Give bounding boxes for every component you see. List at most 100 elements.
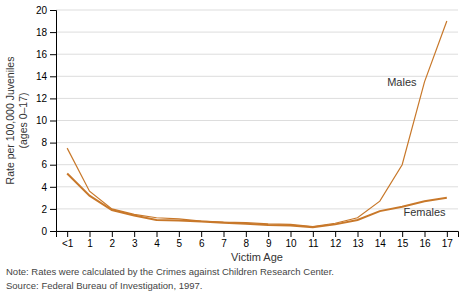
x-tick-mark [201,231,202,237]
y-tick: 10 [36,115,56,126]
note: Note: Rates were calculated by the Crime… [6,266,334,277]
x-tick: 2 [110,231,116,249]
x-tick: 16 [419,231,431,249]
x-tick-label: 14 [375,238,387,249]
y-tick-label: 14 [36,71,48,82]
y-tick-mark [50,121,56,122]
x-tick: 10 [285,231,297,249]
line-label: Males [387,76,417,88]
x-tick: 15 [397,231,409,249]
x-tick-label: 17 [442,238,454,249]
grid-line [56,54,458,55]
y-tick: 12 [36,93,56,104]
x-tick-label: 9 [266,238,272,249]
x-tick-label: 11 [308,238,319,249]
y-tick-mark [50,209,56,210]
y-tick: 0 [41,226,56,237]
y-tick: 2 [41,204,56,215]
x-tick-label: <1 [62,238,74,249]
x-tick-label: 13 [352,238,364,249]
x-tick: 3 [132,231,138,249]
grid-line [56,164,458,165]
y-tick-mark [50,54,56,55]
plot: <112345678910111213141516170246810121416… [36,5,459,249]
series-line [67,21,447,227]
x-tick-mark [380,231,381,237]
x-tick-label: 1 [87,238,93,249]
x-tick-label: 2 [110,238,116,249]
x-tick-mark [224,231,225,237]
x-tick-label: 6 [199,238,205,249]
y-tick: 16 [36,49,56,60]
grid-line [56,186,458,187]
y-tick: 4 [41,182,56,193]
y-tick-mark [50,165,56,166]
grid [56,10,458,231]
y-tick: 20 [36,5,56,16]
y-tick-label: 10 [36,115,48,126]
x-tick-label: 10 [285,238,297,249]
y-tick: 6 [41,159,56,170]
y-tick-mark [50,10,56,11]
x-tick-mark [268,231,269,237]
x-tick-label: 12 [330,238,342,249]
y-axis: 0 2 4 6 8 10 12 14 16 18 20 [36,5,57,237]
y-tick: 18 [36,27,56,38]
x-tick: 17 [442,231,454,249]
note: Source: Federal Bureau of Investigation,… [6,280,202,291]
x-tick: 14 [375,231,387,249]
y-tick-mark [50,98,56,99]
y-tick-mark [50,187,56,188]
x-tick-label: 3 [132,238,138,249]
x-tick: 7 [221,231,227,249]
y-tick-mark [50,76,56,77]
grid-line [56,32,458,33]
y-axis-title: Rate per 100,000 Juveniles(ages 0–17) [4,57,29,185]
x-tick: 12 [330,231,342,249]
x-tick-mark [402,231,403,237]
x-tick-mark [246,231,247,237]
x-tick: 9 [266,231,272,249]
x-tick: <1 [62,231,74,249]
y-tick-label: 18 [36,27,48,38]
y-tick: 8 [41,137,56,148]
x-tick-mark [157,231,158,237]
x-tick-label: 16 [419,238,431,249]
x-tick-mark [335,231,336,237]
x-tick-label: 5 [177,238,183,249]
x-tick-label: 7 [221,238,227,249]
grid-line [56,142,458,143]
lines [67,21,447,227]
x-tick-label: 15 [397,238,409,249]
grid-line [56,120,458,121]
x-tick-mark [179,231,180,237]
line-labels: Males Females [387,76,446,218]
y-tick-mark [50,231,56,232]
y-axis-line [50,11,57,232]
line-label: Females [403,206,446,218]
x-tick: 5 [177,231,183,249]
x-axis-line [57,232,459,238]
x-axis: <11234567891011121314151617 [57,231,459,249]
y-tick-label: 2 [41,204,47,215]
x-tick-label: 4 [154,238,160,249]
x-axis-title: Victim Age [231,251,283,263]
y-tick-label: 8 [41,137,47,148]
y-tick-label: 0 [41,226,47,237]
x-tick: 11 [308,231,319,249]
y-tick-label: 16 [36,49,48,60]
y-tick-label: 6 [41,159,47,170]
x-tick-mark [112,231,113,237]
chart: <112345678910111213141516170246810121416… [0,0,474,297]
y-tick-label: 12 [36,93,48,104]
x-tick-mark [358,231,359,237]
x-tick-mark [291,231,292,237]
grid-line [56,98,458,99]
x-tick-mark [425,231,426,237]
x-tick: 13 [352,231,364,249]
y-tick-label: 20 [36,5,48,16]
x-tick: 4 [154,231,160,249]
x-tick-mark [447,231,448,237]
series-line [67,174,447,228]
y-tick-label: 4 [41,182,47,193]
